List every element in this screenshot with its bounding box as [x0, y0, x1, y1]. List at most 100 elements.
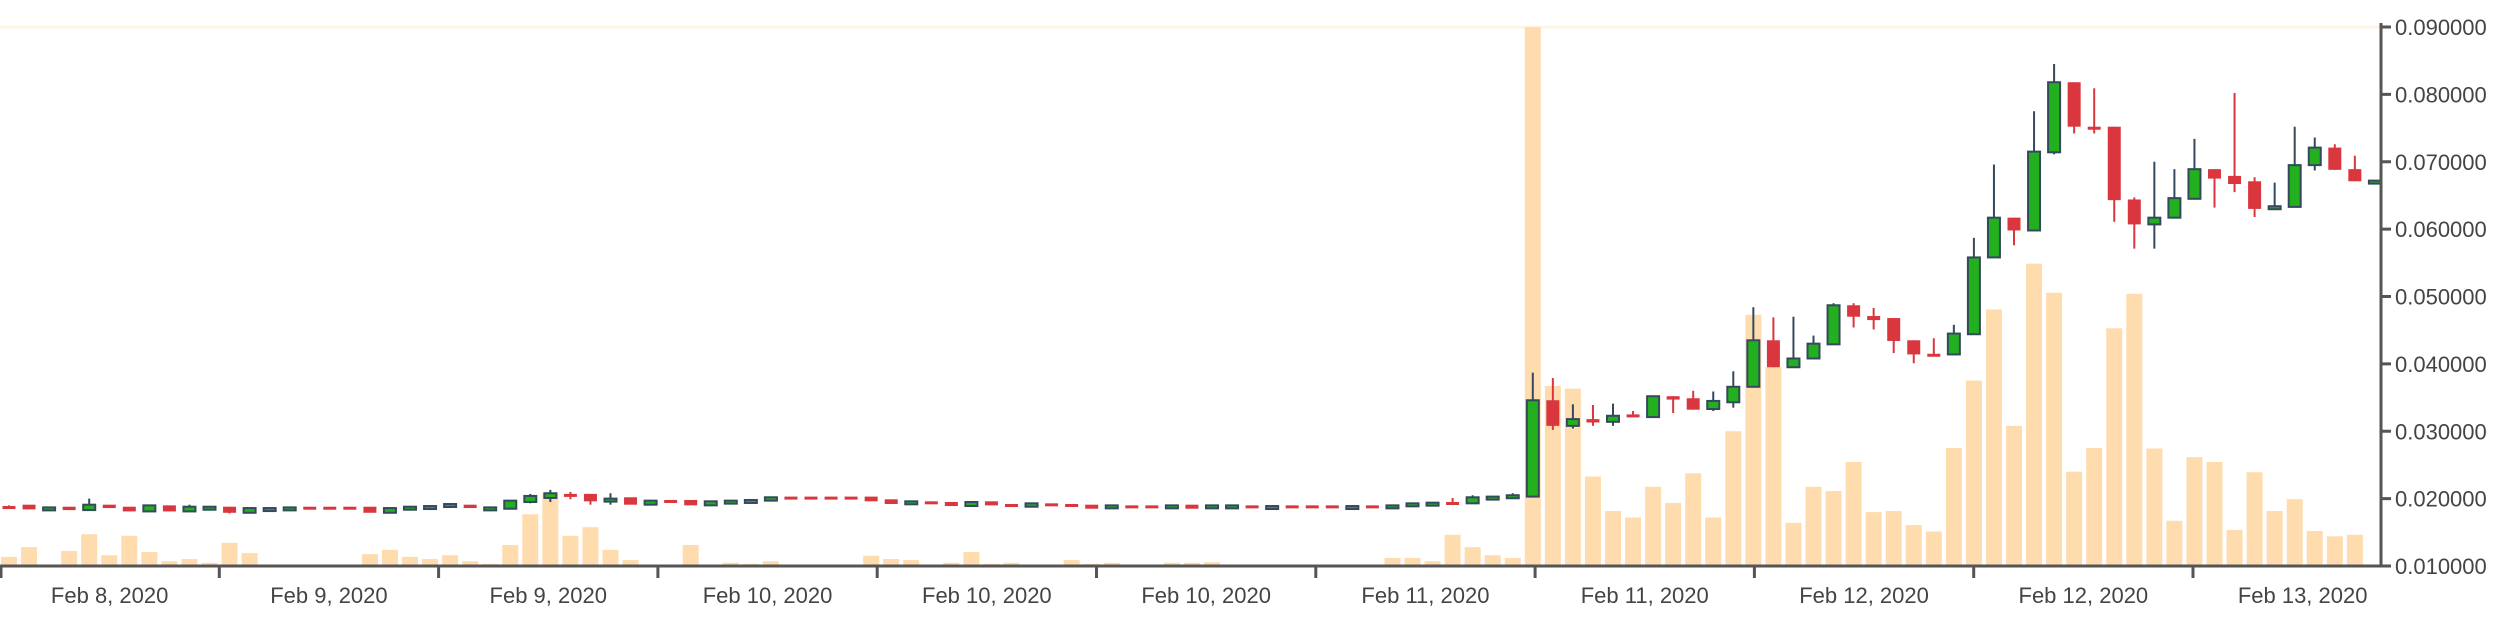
- candle-up: [603, 493, 618, 505]
- candle-up: [743, 498, 758, 504]
- volume-bar: [1584, 476, 1601, 566]
- candle-body: [924, 501, 938, 505]
- candle-down: [563, 491, 577, 500]
- candle-body: [1766, 340, 1780, 368]
- candle-down: [1907, 340, 1921, 364]
- candle-down: [122, 506, 136, 512]
- volume-bar: [2286, 499, 2303, 566]
- candles: [2, 64, 2382, 514]
- candle-up: [443, 503, 458, 509]
- volume-bar: [943, 562, 960, 566]
- volume-bar: [722, 562, 739, 566]
- candle-body: [964, 500, 979, 508]
- candle-down: [844, 496, 858, 500]
- candle-down: [303, 506, 317, 510]
- volume-bar: [903, 560, 920, 566]
- candle-up: [1646, 395, 1661, 419]
- volume-bar: [2006, 425, 2022, 566]
- candle-body: [1125, 505, 1139, 509]
- volume-bar: [502, 544, 519, 566]
- candle-body: [1205, 504, 1219, 510]
- candle-body: [904, 500, 919, 506]
- candle-up: [723, 499, 738, 505]
- candle-body: [804, 496, 818, 500]
- candle-down: [1085, 504, 1099, 509]
- volume-bar: [1785, 522, 1802, 566]
- candle-body: [884, 499, 898, 505]
- volume-bar: [1384, 557, 1401, 566]
- candle-down: [684, 499, 698, 506]
- volume-bar: [241, 553, 258, 566]
- candle-up: [964, 500, 979, 508]
- candle-body: [1907, 340, 1921, 355]
- volume-bar: [762, 561, 779, 566]
- candle-down: [2067, 82, 2081, 134]
- candle-body: [1285, 505, 1299, 509]
- candle-body: [503, 499, 518, 510]
- candle-up: [1405, 502, 1420, 508]
- candle-body: [1686, 398, 1700, 410]
- candle-up: [2147, 161, 2162, 249]
- candle-up: [1225, 504, 1240, 510]
- candle-body: [1245, 505, 1259, 509]
- candle-down: [2127, 197, 2141, 249]
- volume-bar: [1, 556, 17, 566]
- volume-bar: [442, 555, 459, 566]
- candle-body: [403, 505, 417, 511]
- x-axis: Feb 8, 2020 Feb 9, 2020 Feb 9, 2020 Feb 10,…: [0, 564, 2381, 608]
- candle-body: [2007, 217, 2021, 231]
- candle-body: [1385, 504, 1400, 510]
- candle-down: [1305, 505, 1319, 509]
- candle-body: [1606, 414, 1620, 423]
- volume-bar: [2266, 511, 2283, 566]
- candle-body: [2307, 146, 2322, 167]
- candle-body: [2087, 126, 2101, 130]
- candle-body: [1024, 502, 1039, 508]
- candle-body: [1726, 385, 1741, 404]
- volume-bars: [1, 27, 2363, 566]
- candle-up: [1465, 495, 1480, 505]
- x-tick-label: Feb 8, 2020: [51, 583, 168, 608]
- candle-body: [2248, 181, 2262, 209]
- volume-bar: [1204, 562, 1220, 566]
- candle-down: [1145, 505, 1159, 509]
- candle-down: [2107, 126, 2121, 222]
- candle-body: [1806, 342, 1821, 360]
- candle-body: [1225, 504, 1240, 510]
- candle-body: [1325, 505, 1339, 509]
- candle-body: [603, 497, 618, 503]
- volume-bar: [562, 535, 579, 566]
- volume-bar: [61, 550, 78, 566]
- candle-down: [1245, 505, 1259, 509]
- candle-down: [2087, 88, 2101, 134]
- y-tick-label: 0.040000: [2395, 352, 2487, 377]
- candle-down: [1626, 411, 1640, 418]
- candle-body: [363, 506, 377, 513]
- candle-body: [864, 496, 878, 502]
- candle-up: [1205, 504, 1219, 510]
- volume-bar: [1484, 555, 1501, 566]
- candle-up: [763, 496, 778, 502]
- candle-body: [2348, 169, 2362, 182]
- candle-down: [2328, 144, 2342, 170]
- candle-down: [102, 504, 116, 509]
- candle-down: [323, 506, 337, 510]
- candle-body: [2208, 169, 2221, 179]
- candle-body: [202, 505, 217, 511]
- volume-bar: [2306, 530, 2323, 566]
- candle-body: [1946, 332, 1961, 356]
- candle-body: [1345, 505, 1360, 511]
- candle-down: [62, 506, 76, 511]
- candle-up: [403, 505, 417, 511]
- candle-up: [1726, 371, 1741, 408]
- candle-body: [1465, 496, 1480, 505]
- candle-up: [142, 504, 157, 513]
- volume-bar: [2226, 529, 2243, 566]
- candle-down: [1586, 404, 1600, 426]
- volume-bar: [161, 561, 178, 566]
- volume-bar: [2046, 292, 2063, 566]
- candle-body: [303, 506, 317, 510]
- candle-down: [884, 499, 898, 505]
- candle-body: [1565, 418, 1580, 427]
- y-tick-label: 0.010000: [2395, 554, 2487, 579]
